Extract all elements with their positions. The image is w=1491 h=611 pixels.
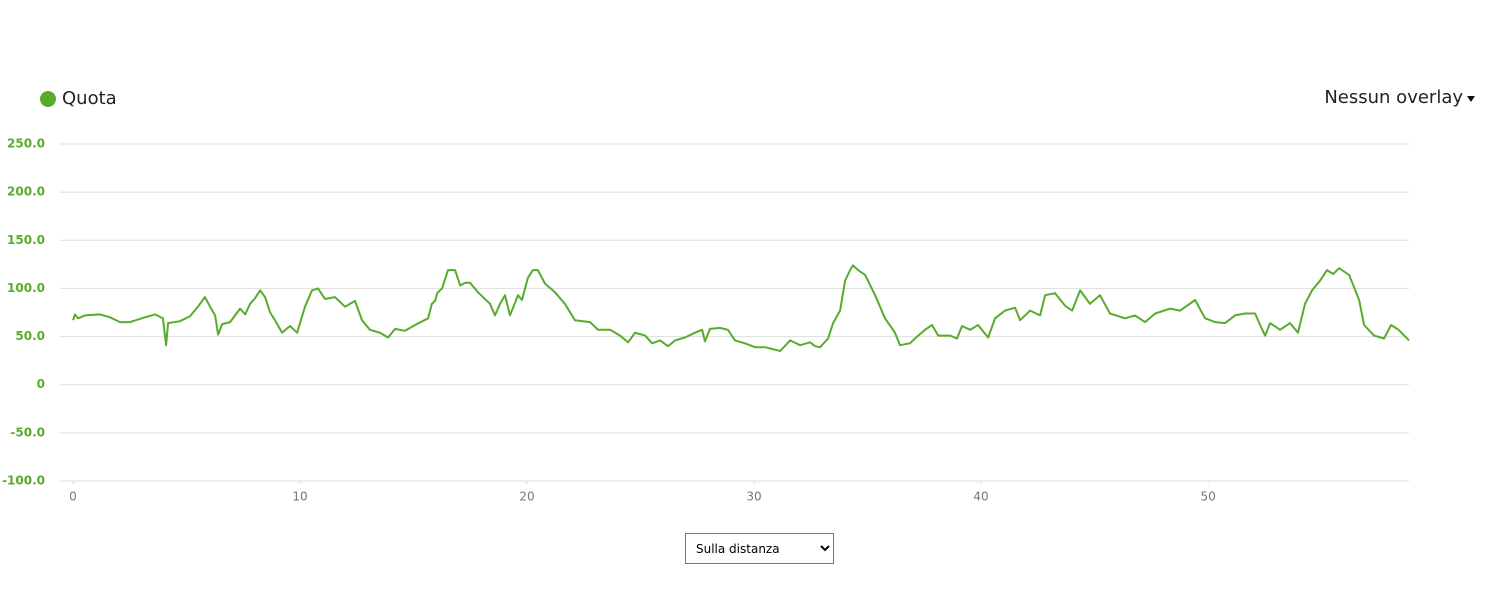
overlay-label[interactable]: Nessun overlay: [1324, 87, 1463, 108]
y-tick-label: -50.0: [10, 425, 45, 439]
x-tick-label: 20: [519, 490, 534, 504]
overlay-menu[interactable]: Nessun overlay: [1324, 87, 1476, 108]
x-tick-label: 30: [746, 490, 761, 504]
legend-label: Quota: [62, 88, 117, 109]
y-tick-label: 200.0: [7, 185, 45, 199]
x-tick-label: 50: [1200, 490, 1215, 504]
mode-select[interactable]: Sulla distanza: [685, 533, 834, 564]
dropdown-arrow: [1467, 95, 1475, 102]
x-tick-label: 0: [69, 490, 77, 504]
y-tick-label: 0: [37, 377, 45, 391]
y-tick-label: 250.0: [7, 137, 45, 151]
legend-marker: [40, 90, 56, 107]
y-tick-label: 150.0: [7, 233, 45, 247]
mode-select-wrap: Sulla distanza: [685, 533, 834, 564]
chart: 250.0 200.0 150.0 100.0 50.0 0 -50.0 -100.0 0 10 2…: [2, 137, 1410, 504]
y-tick-label: 50.0: [15, 329, 45, 343]
legend: Quota: [40, 88, 117, 109]
y-tick-label: -100.0: [2, 474, 45, 488]
y-tick-label: 100.0: [7, 281, 45, 295]
x-tick-label: 40: [973, 490, 988, 504]
x-tick-label: 10: [292, 490, 307, 504]
elevation-line: [72, 264, 1410, 352]
